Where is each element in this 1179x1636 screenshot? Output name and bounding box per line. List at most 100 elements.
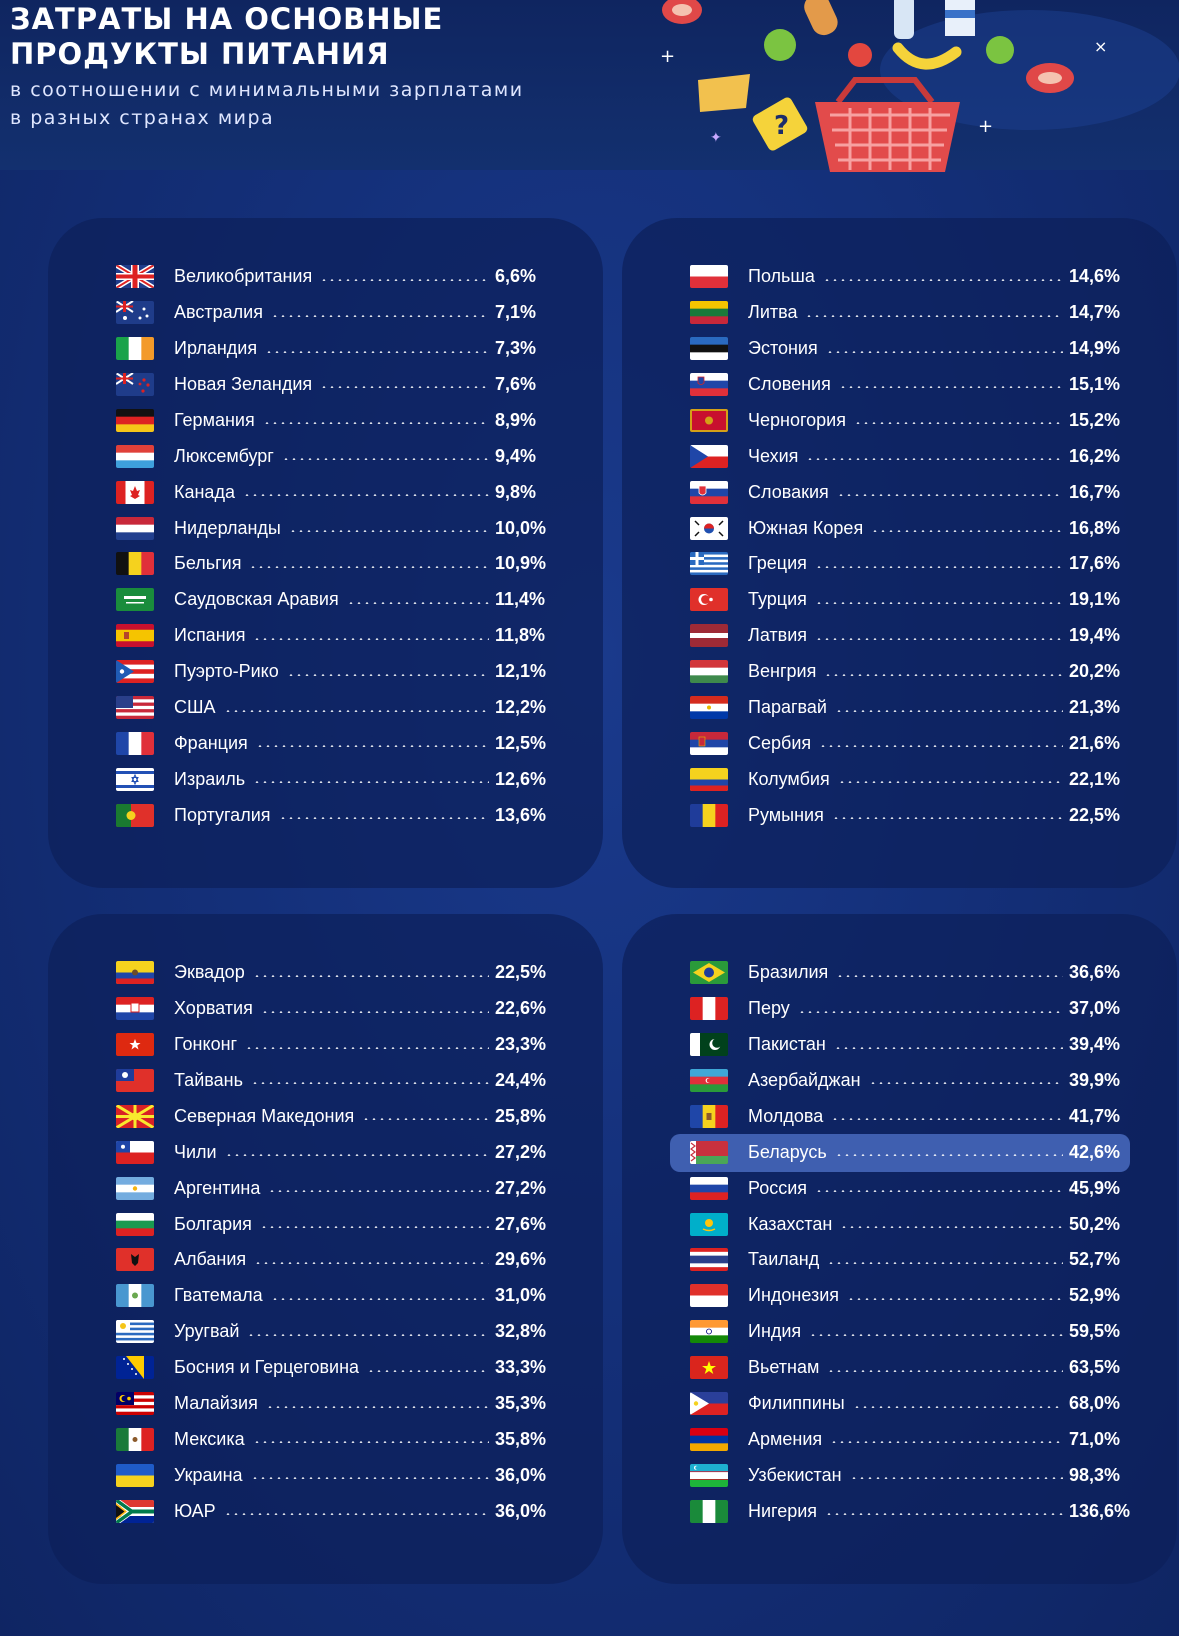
dot-leader (797, 1010, 1063, 1013)
dot-leader (260, 1010, 489, 1013)
country-name: Новая Зеландия (174, 373, 313, 394)
percentage-value: 23,3% (495, 1034, 547, 1055)
country-name: Саудовская Аравия (174, 589, 339, 610)
dot-leader (262, 422, 489, 425)
page-title: ЗАТРАТЫ НА ОСНОВНЫЕ ПРОДУКТЫ ПИТАНИЯ (10, 2, 444, 71)
grocery-basket-illustration: ? + + × ✦ (660, 0, 1179, 172)
country-name: Армения (748, 1428, 823, 1449)
dot-leader (805, 314, 1063, 317)
table-row: Новая Зеландия 7,6% (48, 366, 603, 404)
country-name: Ирландия (174, 338, 258, 359)
table-row: Чили 27,2% (48, 1134, 603, 1172)
table-row: Аргентина 27,2% (48, 1169, 603, 1207)
percentage-value: 136,6% (1069, 1500, 1131, 1521)
flag-es-icon (116, 624, 154, 648)
table-row: Португалия 13,6% (48, 797, 603, 835)
dot-leader (281, 458, 489, 461)
apple-icon (764, 29, 796, 61)
percentage-value: 42,6% (1069, 1141, 1121, 1162)
flag-hk-icon (116, 1033, 154, 1057)
table-row: Литва 14,7% (622, 294, 1177, 332)
flag-au-icon (116, 301, 154, 325)
country-name: Франция (174, 732, 248, 753)
apple-icon-2 (986, 36, 1014, 64)
country-name: Хорватия (174, 998, 253, 1019)
country-name: Тайвань (174, 1069, 243, 1090)
percentage-value: 21,6% (1069, 732, 1121, 753)
dot-leader (824, 673, 1063, 676)
flag-by-icon (690, 1140, 728, 1164)
percentage-value: 50,2% (1069, 1213, 1121, 1234)
table-row: Нигерия 136,6% (622, 1493, 1177, 1531)
country-name: Эквадор (174, 962, 245, 983)
percentage-value: 17,6% (1069, 553, 1121, 574)
flag-ar-icon (116, 1176, 154, 1200)
country-name: Словакия (748, 481, 829, 502)
flag-sa-icon (116, 588, 154, 612)
country-name: Чехия (748, 445, 799, 466)
dot-leader (840, 1226, 1063, 1229)
flag-lt-icon (690, 301, 728, 325)
flag-md-icon (690, 1104, 728, 1128)
percentage-value: 52,9% (1069, 1285, 1121, 1306)
dot-leader (834, 1154, 1063, 1157)
flag-ph-icon (690, 1392, 728, 1416)
country-name: Испания (174, 625, 246, 646)
country-name: Индонезия (748, 1285, 840, 1306)
ranking-panel-4: Бразилия 36,6% Перу 37,0% Пакистан 39,4% Азерб… (622, 914, 1177, 1584)
percentage-value: 39,9% (1069, 1069, 1121, 1090)
flag-id-icon (690, 1284, 728, 1308)
dot-leader (847, 1297, 1063, 1300)
percentage-value: 20,2% (1069, 661, 1121, 682)
country-name: Пакистан (748, 1034, 826, 1055)
dot-leader (250, 1082, 489, 1085)
flag-vn-icon (690, 1356, 728, 1380)
percentage-value: 22,6% (495, 998, 547, 1019)
dot-leader (346, 601, 489, 604)
percentage-value: 41,7% (1069, 1105, 1121, 1126)
dot-leader (849, 1477, 1063, 1480)
flag-gr-icon (690, 552, 728, 576)
table-row: Германия 8,9% (48, 402, 603, 440)
ranking-panel-3: Эквадор 22,5% Хорватия 22,6% Гонконг 23,3% Тай… (48, 914, 603, 1584)
flag-kz-icon (690, 1212, 728, 1236)
table-row: Пуэрто-Рико 12,1% (48, 653, 603, 691)
dot-leader (825, 1513, 1063, 1516)
flag-ie-icon (116, 337, 154, 361)
flag-cl-icon (116, 1140, 154, 1164)
table-row: Пакистан 39,4% (622, 1026, 1177, 1064)
dot-leader (320, 278, 489, 281)
country-name: Казахстан (748, 1213, 833, 1234)
flag-me-icon (690, 408, 728, 432)
table-row: Ирландия 7,3% (48, 330, 603, 368)
percentage-value: 12,2% (495, 697, 547, 718)
flag-rs-icon (690, 731, 728, 755)
percentage-value: 35,8% (495, 1428, 547, 1449)
dot-leader (834, 709, 1063, 712)
dot-leader (286, 673, 489, 676)
table-row: Великобритания 6,6% (48, 258, 603, 296)
cheese-icon (698, 74, 750, 112)
percentage-value: 59,5% (1069, 1321, 1121, 1342)
table-row: Вьетнам 63,5% (622, 1349, 1177, 1387)
flag-pl-icon (690, 265, 728, 289)
percentage-value: 15,1% (1069, 373, 1121, 394)
banana-icon (892, 42, 962, 70)
country-name: Гватемала (174, 1285, 263, 1306)
table-row: Перу 37,0% (622, 990, 1177, 1028)
country-name: Парагвай (748, 697, 827, 718)
percentage-value: 12,5% (495, 732, 547, 753)
table-row: Турция 19,1% (622, 581, 1177, 619)
table-row: Нидерланды 10,0% (48, 509, 603, 547)
flag-uy-icon (116, 1320, 154, 1344)
dot-leader (827, 1261, 1063, 1264)
dot-leader (270, 314, 489, 317)
table-row: Гватемала 31,0% (48, 1277, 603, 1315)
percentage-value: 31,0% (495, 1285, 547, 1306)
dot-leader (252, 974, 489, 977)
country-name: Германия (174, 409, 255, 430)
country-name: Греция (748, 553, 807, 574)
percentage-value: 12,1% (495, 661, 547, 682)
country-name: ЮАР (174, 1500, 216, 1521)
percentage-value: 11,8% (495, 625, 546, 646)
